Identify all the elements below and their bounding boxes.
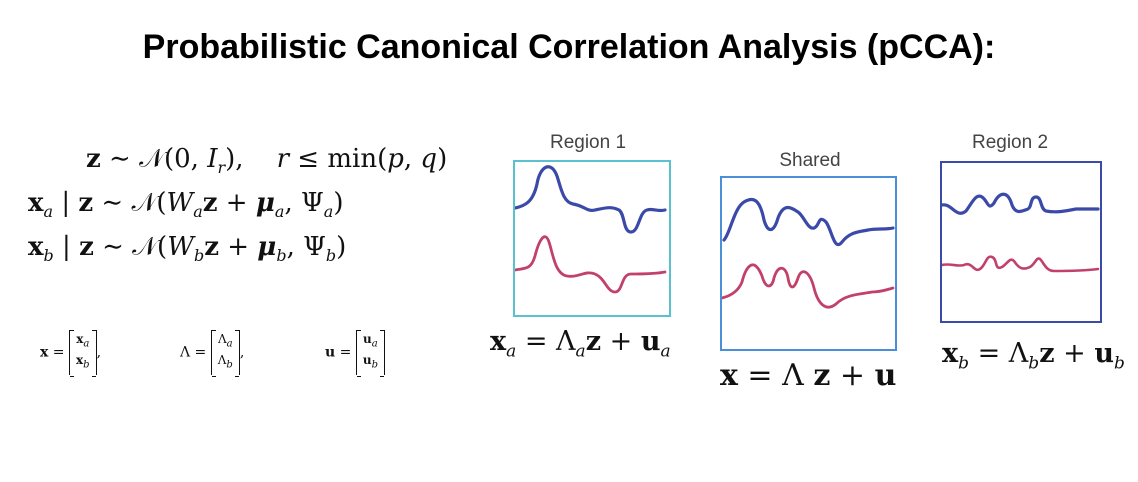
region1-panel — [513, 160, 671, 317]
region2-red-trace — [942, 255, 1100, 273]
region2-equation: xb = Λbz + ub — [942, 338, 1125, 374]
region2-panel — [940, 161, 1102, 323]
region1-blue-trace — [515, 165, 667, 234]
equation-region-a: xa | z ∼ 𝒩(Waz + μa, Ψa) — [28, 188, 344, 222]
region1-equation: xa = Λaz + ua — [490, 326, 671, 362]
stacked-def-u: u = ua ub — [325, 330, 385, 377]
stacked-def-x: x = xa xb, — [40, 330, 101, 377]
page-title: Probabilistic Canonical Correlation Anal… — [142, 28, 996, 66]
shared-equation: x = Λ z + u — [720, 358, 897, 393]
shared-red-trace — [722, 263, 895, 309]
region1-red-trace — [515, 235, 667, 294]
region2-label: Region 2 — [971, 132, 1049, 153]
region2-blue-trace — [942, 192, 1100, 215]
shared-panel — [720, 176, 897, 351]
stacked-def-lambda: Λ = Λa Λb, — [180, 330, 244, 377]
region1-label: Region 1 — [549, 132, 627, 153]
shared-label: Shared — [779, 150, 841, 171]
shared-blue-trace — [722, 197, 895, 246]
equation-latent-prior: z ∼ 𝒩(0, Ir), r ≤ min(p, q) — [86, 144, 448, 178]
equation-region-b: xb | z ∼ 𝒩(Wbz + μb, Ψb) — [28, 232, 347, 266]
